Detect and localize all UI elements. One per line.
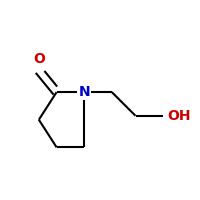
Text: OH: OH (167, 109, 191, 123)
Text: O: O (33, 52, 45, 66)
Text: N: N (78, 85, 90, 99)
